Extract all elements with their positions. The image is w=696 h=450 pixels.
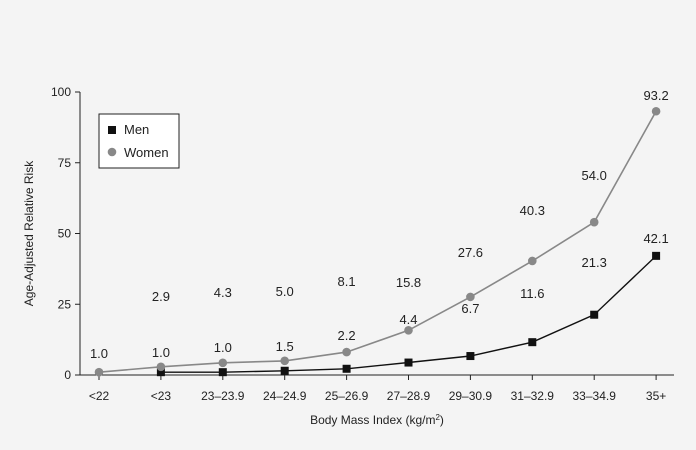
marker-men bbox=[404, 358, 413, 367]
y-tick-label: 75 bbox=[58, 156, 72, 170]
legend-box bbox=[98, 113, 180, 169]
data-label-women: 1.0 bbox=[90, 346, 108, 361]
y-axis-title: Age-Adjusted Relative Risk bbox=[22, 160, 36, 306]
data-label-men: 1.5 bbox=[276, 339, 294, 354]
marker-men bbox=[280, 366, 289, 375]
marker-men bbox=[342, 364, 351, 373]
y-tick-label: 0 bbox=[64, 368, 71, 382]
x-tick-label: 24–24.9 bbox=[263, 389, 307, 403]
marker-women bbox=[651, 106, 661, 116]
data-label-men: 2.2 bbox=[338, 328, 356, 343]
marker-women bbox=[280, 356, 290, 366]
series-line-women bbox=[98, 110, 657, 373]
marker-women bbox=[589, 217, 599, 227]
marker-women bbox=[404, 325, 413, 335]
marker-women bbox=[342, 347, 351, 357]
x-axis-title: Body Mass Index (kg/m2) bbox=[310, 413, 444, 428]
axes: 0 25 50 75 100 <22 <23 23–23.9 24–24.9 25–26.9 27–… bbox=[22, 85, 674, 427]
x-tick-label: 35+ bbox=[646, 389, 666, 403]
data-label-women: 40.3 bbox=[520, 203, 545, 218]
marker-men bbox=[590, 310, 599, 319]
series-lines bbox=[98, 110, 657, 373]
y-tick-label: 50 bbox=[58, 227, 72, 241]
data-label-men: 6.7 bbox=[461, 301, 479, 316]
data-label-men: 21.3 bbox=[582, 255, 607, 270]
y-tick-label: 100 bbox=[51, 85, 71, 99]
data-labels: 1.0 2.9 4.3 5.0 8.1 15.8 27.6 40.3 54.0 93.2 1.0 1.… bbox=[90, 88, 669, 361]
x-tick-label: 33–34.9 bbox=[573, 389, 617, 403]
marker-men bbox=[156, 368, 165, 377]
marker-men bbox=[528, 338, 537, 347]
marker-women bbox=[528, 256, 537, 266]
marker-women bbox=[94, 367, 104, 377]
marker-men bbox=[652, 251, 661, 260]
legend-marker-men bbox=[108, 126, 116, 134]
data-label-women: 4.3 bbox=[214, 285, 232, 300]
legend-marker-women bbox=[107, 147, 117, 157]
legend-label-women: Women bbox=[124, 145, 169, 160]
marker-men bbox=[466, 352, 475, 361]
x-tick-label: <23 bbox=[151, 389, 172, 403]
data-label-women: 27.6 bbox=[458, 245, 483, 260]
data-label-men: 1.0 bbox=[214, 340, 232, 355]
x-tick-label: 31–32.9 bbox=[511, 389, 555, 403]
x-tick-label: 27–28.9 bbox=[387, 389, 431, 403]
data-label-men: 42.1 bbox=[643, 231, 668, 246]
legend: Men Women bbox=[98, 113, 180, 169]
x-tick-label: <22 bbox=[89, 389, 110, 403]
marker-women bbox=[466, 292, 475, 302]
data-label-women: 2.9 bbox=[152, 289, 170, 304]
data-label-men: 11.6 bbox=[520, 286, 544, 301]
data-label-men: 4.4 bbox=[399, 312, 417, 327]
y-tick-label: 25 bbox=[58, 297, 72, 311]
x-tick-label: 25–26.9 bbox=[325, 389, 369, 403]
data-label-women: 15.8 bbox=[396, 275, 421, 290]
data-label-women: 8.1 bbox=[338, 274, 356, 289]
x-tick-label: 29–30.9 bbox=[449, 389, 493, 403]
data-label-men: 1.0 bbox=[152, 345, 170, 360]
marker-women bbox=[156, 362, 166, 372]
data-label-women: 5.0 bbox=[276, 284, 294, 299]
data-label-women: 93.2 bbox=[643, 88, 668, 103]
marker-men bbox=[218, 368, 227, 377]
legend-label-men: Men bbox=[124, 122, 149, 137]
marker-women bbox=[218, 358, 228, 368]
series-markers bbox=[94, 106, 661, 377]
x-tick-label: 23–23.9 bbox=[201, 389, 245, 403]
data-label-women: 54.0 bbox=[582, 168, 607, 183]
